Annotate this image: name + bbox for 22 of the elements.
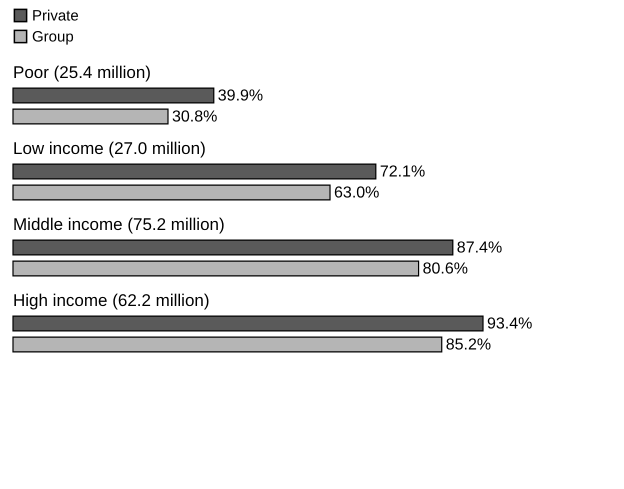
bar [12, 260, 420, 276]
data-label: 72.1% [380, 163, 426, 180]
y-tick-label: Low income (27.0 million) [13, 139, 206, 158]
y-tick-label: Poor (25.4 million) [13, 63, 151, 82]
bar [12, 108, 169, 124]
data-label: 30.8% [172, 108, 218, 126]
data-label: 85.2% [446, 336, 492, 354]
data-label: 93.4% [487, 315, 532, 332]
data-label: 63.0% [334, 184, 380, 202]
data-label: 39.9% [218, 87, 264, 104]
legend-label: Private [32, 8, 79, 24]
bar [12, 316, 484, 332]
legend-label: Group [32, 28, 74, 46]
bar [12, 184, 331, 200]
y-tick-label: High income (62.2 million) [13, 291, 210, 310]
y-tick-label: Middle income (75.2 million) [13, 215, 225, 234]
bar [12, 336, 442, 352]
bar [12, 240, 454, 256]
data-label: 80.6% [422, 260, 468, 278]
data-label: 87.4% [456, 239, 502, 256]
bar [12, 88, 214, 104]
bar [12, 164, 376, 180]
